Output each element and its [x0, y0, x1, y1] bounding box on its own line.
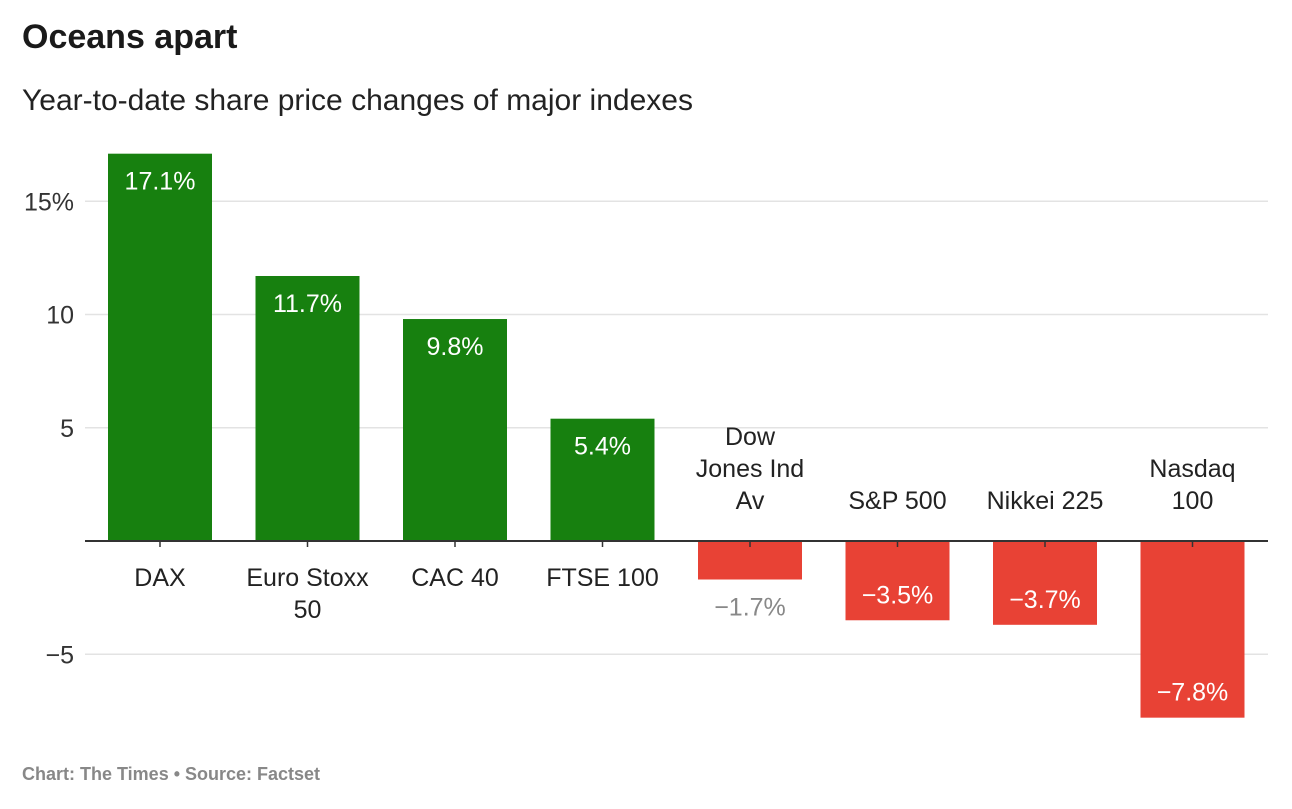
chart-credit: Chart: The Times • Source: Factset: [22, 764, 321, 784]
bar: [403, 319, 507, 541]
category-label: Nasdaq: [1149, 455, 1235, 483]
category-label: FTSE 100: [546, 564, 659, 592]
category-label: Euro Stoxx: [246, 564, 369, 592]
chart-subtitle: Year-to-date share price changes of majo…: [22, 84, 693, 117]
y-axis-ticks: 15% 10 5 −5: [24, 188, 74, 669]
zero-axis: [85, 540, 1268, 547]
value-label: −1.7%: [714, 594, 786, 622]
bar: [845, 541, 950, 621]
y-tick-label: 5: [60, 415, 74, 443]
value-label: −3.7%: [1009, 586, 1081, 614]
bar: [108, 153, 212, 541]
category-label: DAX: [134, 564, 186, 592]
bar: [993, 541, 1097, 625]
chart-title: Oceans apart: [22, 18, 238, 56]
bar: [255, 275, 360, 541]
bar: [698, 541, 802, 580]
value-label: 9.8%: [427, 333, 484, 361]
category-label: Jones Ind: [696, 455, 804, 483]
category-label: S&P 500: [848, 487, 946, 515]
category-label: 100: [1172, 487, 1214, 515]
category-label: Nikkei 225: [987, 487, 1104, 515]
value-label: 11.7%: [273, 290, 342, 318]
labels: 17.1% DAX 11.7% Euro Stoxx 50 9.8% CAC 40 5.4% F…: [125, 168, 1236, 707]
bars: [108, 153, 1245, 718]
category-label: CAC 40: [411, 564, 499, 592]
bar: [1140, 541, 1245, 718]
y-tick-label: −5: [45, 641, 74, 669]
category-label: Av: [736, 487, 765, 515]
value-label: −7.8%: [1157, 679, 1229, 707]
category-label: 50: [294, 596, 322, 624]
value-label: 17.1%: [125, 168, 196, 196]
y-tick-label: 15%: [24, 188, 74, 216]
category-label: Dow: [725, 423, 776, 451]
value-label: −3.5%: [862, 581, 934, 609]
y-tick-label: 10: [46, 302, 74, 330]
value-label: 5.4%: [574, 433, 631, 461]
gridlines: [85, 200, 1268, 655]
bar: [550, 418, 655, 541]
